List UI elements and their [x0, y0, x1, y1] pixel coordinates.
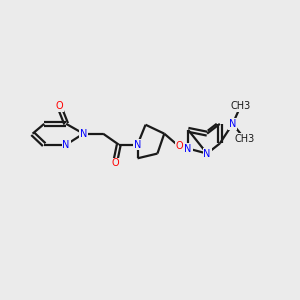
- Text: O: O: [111, 158, 119, 168]
- Text: N: N: [80, 129, 87, 139]
- Text: N: N: [134, 140, 141, 150]
- Text: CH3: CH3: [234, 134, 255, 144]
- Text: N: N: [62, 140, 70, 150]
- Text: N: N: [229, 119, 236, 129]
- Text: CH3: CH3: [230, 101, 251, 111]
- Text: O: O: [55, 101, 63, 111]
- Text: N: N: [184, 143, 192, 154]
- Text: N: N: [203, 148, 211, 159]
- Text: O: O: [175, 141, 183, 152]
